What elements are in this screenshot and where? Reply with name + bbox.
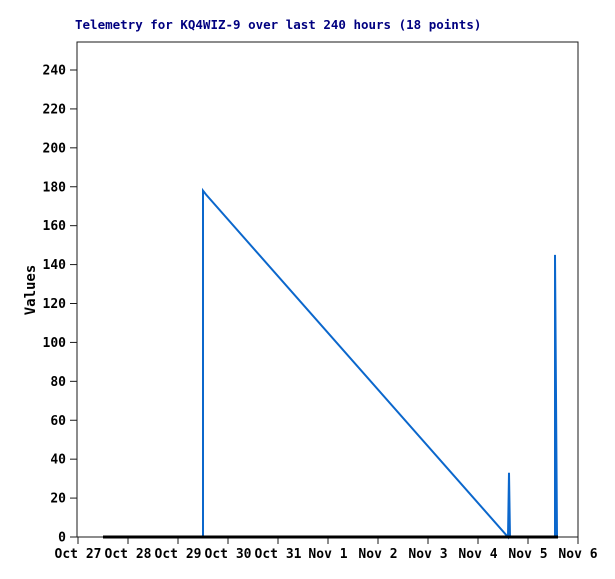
x-tick-label: Nov 5 (508, 547, 547, 562)
y-tick-label: 100 (43, 336, 67, 351)
y-tick-label: 40 (50, 453, 66, 468)
y-tick-label: 160 (43, 219, 67, 234)
y-tick-label: 240 (43, 64, 67, 79)
y-tick-label: 60 (50, 414, 66, 429)
y-tick-label: 180 (43, 180, 67, 195)
x-tick-label: Oct 29 (155, 547, 202, 562)
x-tick-label: Oct 28 (105, 547, 152, 562)
x-tick-label: Nov 1 (308, 547, 347, 562)
plot-border (76, 41, 579, 538)
chart-title: Telemetry for KQ4WIZ-9 over last 240 hou… (75, 17, 482, 32)
x-tick-label: Nov 4 (458, 547, 497, 562)
x-tick-label: Oct 27 (55, 547, 102, 562)
y-tick-label: 20 (50, 492, 66, 507)
x-tick-label: Nov 6 (558, 547, 597, 562)
x-tick-label: Oct 30 (205, 547, 252, 562)
y-tick-label: 200 (43, 141, 67, 156)
y-tick-label: 140 (43, 258, 67, 273)
y-tick-label: 220 (43, 102, 67, 117)
x-tick-label: Nov 2 (358, 547, 397, 562)
series-values (103, 187, 558, 540)
x-tick-label: Oct 31 (255, 547, 302, 562)
y-tick-label: 120 (43, 297, 67, 312)
x-tick-label: Nov 3 (408, 547, 447, 562)
y-tick-label: 0 (58, 531, 66, 546)
y-tick-label: 80 (50, 375, 66, 390)
